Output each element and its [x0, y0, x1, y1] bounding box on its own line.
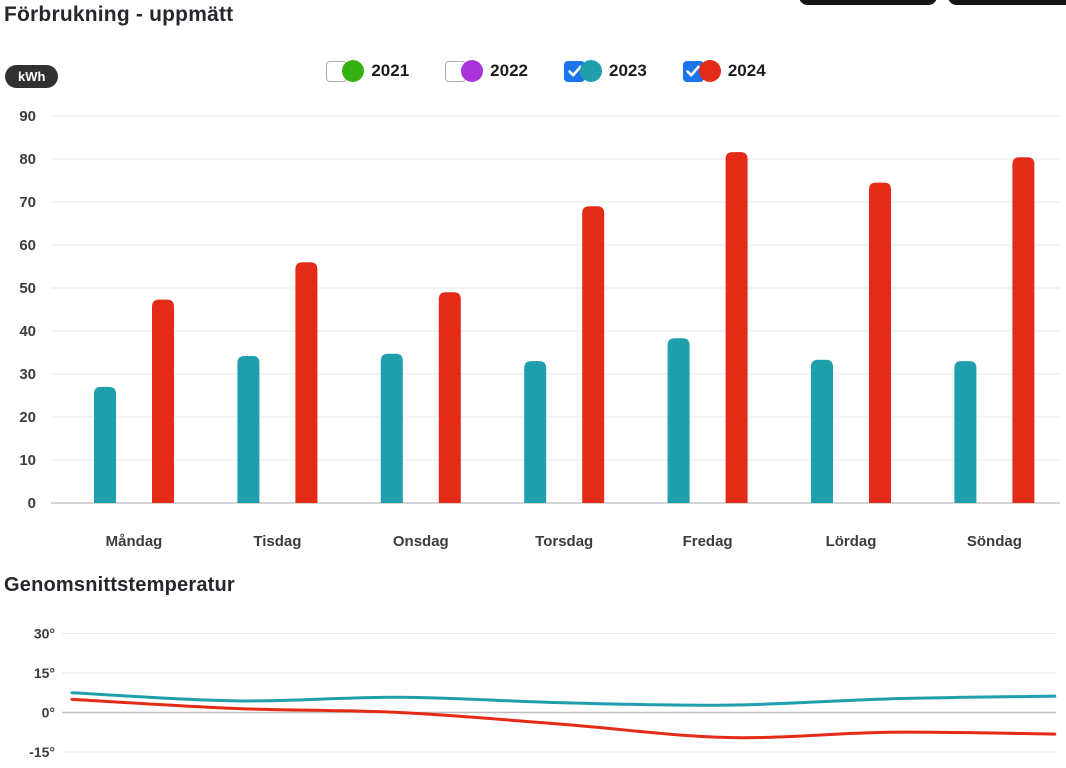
consumption-title: Förbrukning - uppmätt — [4, 3, 234, 26]
y-axis-tick-label: 90 — [19, 108, 36, 125]
x-category-label: Tisdag — [253, 533, 301, 550]
kwh-unit-badge: kWh — [5, 65, 59, 88]
legend-year-label: 2021 — [371, 61, 410, 80]
bar-2024-Fredag[interactable] — [725, 152, 748, 503]
temp-tick-label: -15° — [29, 744, 55, 760]
x-category-label: Söndag — [967, 533, 1022, 550]
bar-2023-Onsdag[interactable] — [380, 353, 403, 503]
series-color-dot-2022 — [461, 60, 484, 82]
series-color-dot-2023 — [580, 60, 602, 82]
y-axis-tick-label: 10 — [19, 452, 36, 469]
legend-year-label: 2022 — [490, 61, 528, 80]
y-axis-tick-label: 70 — [19, 194, 36, 211]
checkmark-icon — [567, 65, 582, 77]
y-axis-tick-label: 20 — [19, 409, 36, 426]
bar-2024-Torsdag[interactable] — [582, 206, 605, 504]
bar-2024-Lördag[interactable] — [869, 182, 891, 503]
y-axis-tick-label: 80 — [19, 151, 36, 168]
bar-2024-Tisdag[interactable] — [295, 262, 318, 503]
bar-2024-Måndag[interactable] — [152, 299, 174, 503]
bar-2023-Söndag[interactable] — [954, 361, 977, 503]
legend-item-2024[interactable]: 2024 — [682, 60, 766, 82]
x-category-label: Lördag — [826, 533, 877, 550]
y-axis-tick-label: 50 — [19, 280, 36, 297]
top-button-right[interactable] — [948, 0, 1066, 5]
legend-year-label: 2024 — [727, 61, 766, 80]
legend-item-2021[interactable]: 2021 — [326, 60, 409, 82]
x-category-label: Fredag — [683, 533, 733, 550]
checkbox-2023-checked[interactable] — [564, 60, 585, 82]
temperature-line-2024 — [70, 697, 1057, 740]
x-category-label: Måndag — [106, 533, 163, 550]
y-axis-tick-label: 40 — [19, 323, 36, 340]
bar-2024-Söndag[interactable] — [1012, 157, 1035, 503]
temp-tick-label: 0° — [42, 705, 55, 721]
temp-tick-label: 15° — [34, 665, 55, 681]
top-button-left[interactable] — [799, 0, 937, 5]
y-axis-tick-label: 0 — [28, 495, 36, 512]
temperature-line-2023 — [70, 691, 1057, 707]
temp-tick-label: 30° — [34, 626, 55, 642]
chart-legend: 2021 2022 2023 2024 — [0, 60, 1066, 82]
bar-2023-Lördag[interactable] — [811, 359, 833, 503]
temperature-title: Genomsnittstemperatur — [4, 574, 235, 596]
y-axis-tick-label: 30 — [19, 366, 36, 383]
bar-2023-Fredag[interactable] — [667, 338, 690, 503]
bar-2023-Tisdag[interactable] — [237, 355, 260, 503]
legend-item-2023[interactable]: 2023 — [564, 60, 647, 82]
legend-year-label: 2023 — [609, 61, 647, 80]
bar-2024-Onsdag[interactable] — [438, 292, 461, 503]
x-category-label: Onsdag — [393, 533, 449, 550]
x-category-label: Torsdag — [535, 533, 593, 550]
legend-item-2022[interactable]: 2022 — [445, 60, 528, 82]
checkmark-icon — [686, 65, 701, 77]
bar-2023-Torsdag[interactable] — [524, 361, 547, 503]
series-color-dot-2024 — [698, 60, 721, 82]
y-axis-tick-label: 60 — [19, 237, 36, 254]
bar-2023-Måndag[interactable] — [94, 386, 116, 503]
series-color-dot-2021 — [342, 60, 365, 82]
